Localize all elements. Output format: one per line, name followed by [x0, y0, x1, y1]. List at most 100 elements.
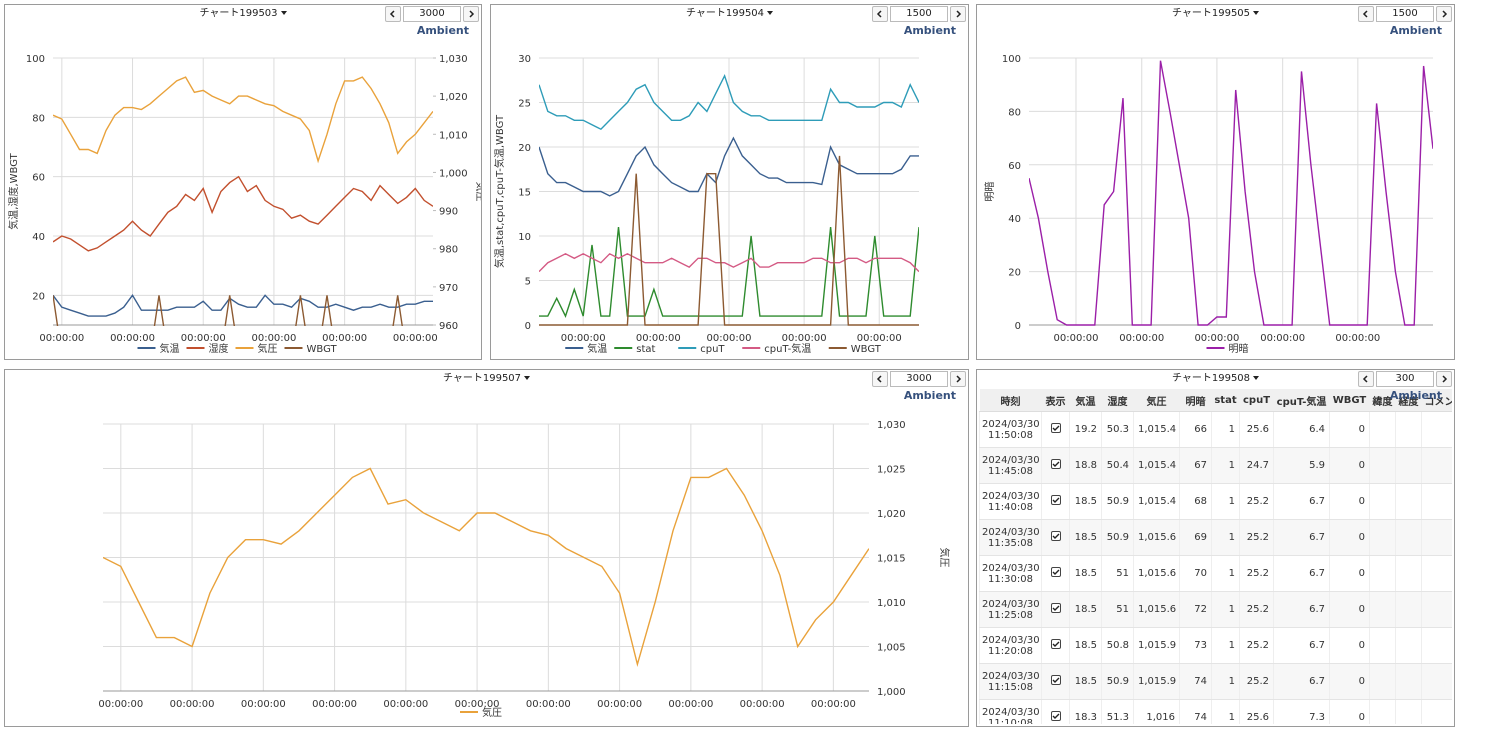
column-header[interactable]: コメント — [1421, 389, 1452, 412]
empty-cell — [1395, 483, 1422, 520]
next-button[interactable] — [1436, 371, 1452, 387]
empty-cell — [1395, 447, 1422, 484]
checkbox[interactable] — [1050, 495, 1061, 505]
column-header[interactable]: 時刻 — [979, 389, 1042, 412]
prev-button[interactable] — [385, 6, 401, 22]
column-header[interactable]: 明暗 — [1179, 389, 1212, 412]
next-button[interactable] — [463, 6, 479, 22]
value-cell: 74 — [1179, 699, 1212, 724]
chevron-icon — [876, 10, 882, 18]
chart-selector[interactable]: チャート199505 — [1171, 8, 1251, 19]
checkbox-box — [1050, 711, 1061, 721]
column-header[interactable]: cpuT-気温 — [1273, 389, 1330, 412]
prev-button[interactable] — [872, 371, 888, 387]
y-tick-label: 1,025 — [877, 465, 906, 476]
value-cell: 68 — [1179, 483, 1212, 520]
y-tick-label: 20 — [1008, 268, 1021, 279]
panel-title: Ambient — [903, 389, 956, 402]
empty-cell — [1395, 699, 1422, 724]
value-cell: 18.5 — [1069, 627, 1102, 664]
checkbox-tick — [1052, 713, 1059, 719]
checkbox[interactable] — [1050, 531, 1061, 541]
checkbox[interactable] — [1050, 603, 1061, 613]
checkbox-box — [1050, 603, 1061, 613]
table-row: 2024/03/30 11:35:08 18.5 50.9 1,015.6 69 1 25.… — [979, 519, 1452, 556]
chart-selector[interactable]: チャート199507 — [442, 373, 522, 384]
y-tick-label: 1,005 — [877, 643, 906, 654]
value-cell: 67 — [1179, 447, 1212, 484]
empty-cell — [1421, 555, 1452, 592]
column-header[interactable]: cpuT — [1239, 389, 1274, 412]
panel-header: チャート199508 — [977, 370, 1454, 388]
x-tick-label: 00:00:00 — [1119, 333, 1164, 344]
chart-selector[interactable]: チャート199508 — [1171, 373, 1251, 384]
value-cell: 1 — [1211, 519, 1240, 556]
time-cell: 2024/03/30 11:50:08 — [979, 411, 1042, 448]
column-header[interactable]: 湿度 — [1101, 389, 1134, 412]
column-header[interactable]: 表示 — [1041, 389, 1070, 412]
checkbox[interactable] — [1050, 423, 1061, 433]
range-input[interactable]: 1500 — [890, 6, 948, 22]
value-cell: 18.5 — [1069, 483, 1102, 520]
value-cell: 0 — [1329, 699, 1370, 724]
time-cell: 2024/03/30 11:45:08 — [979, 447, 1042, 484]
column-header[interactable]: 気圧 — [1133, 389, 1180, 412]
prev-button[interactable] — [872, 6, 888, 22]
column-header[interactable]: WBGT — [1329, 389, 1370, 412]
panel-header: チャート199504 — [491, 5, 968, 23]
empty-cell — [1395, 411, 1422, 448]
value-cell: 1,015.6 — [1133, 555, 1180, 592]
checkbox[interactable] — [1050, 459, 1061, 469]
checkbox[interactable] — [1050, 567, 1061, 577]
checkbox[interactable] — [1050, 711, 1061, 721]
range-input[interactable]: 3000 — [890, 371, 948, 387]
legend-label: 湿度 — [209, 342, 229, 355]
prev-button[interactable] — [1358, 6, 1374, 22]
time-cell: 2024/03/30 11:40:08 — [979, 483, 1042, 520]
range-input[interactable]: 3000 — [403, 6, 461, 22]
y2-axis-label: 気圧 — [474, 182, 481, 202]
table-row: 2024/03/30 11:40:08 18.5 50.9 1,015.4 68 1 25.… — [979, 483, 1452, 520]
checkbox[interactable] — [1050, 675, 1061, 685]
next-button[interactable] — [950, 371, 966, 387]
value-cell: 0 — [1329, 411, 1370, 448]
chart-selector[interactable]: チャート199503 — [199, 8, 278, 19]
checkbox-cell — [1041, 519, 1070, 556]
column-header[interactable]: 気温 — [1069, 389, 1102, 412]
chart-selector[interactable]: チャート199504 — [685, 8, 765, 19]
panel-header: チャート199507 — [5, 370, 968, 388]
checkbox[interactable] — [1050, 639, 1061, 649]
x-tick-label: 00:00:00 — [597, 699, 642, 710]
y-tick-label: 20 — [32, 291, 45, 302]
y2-tick-label: 1,030 — [439, 54, 468, 65]
range-input[interactable]: 1500 — [1376, 6, 1434, 22]
checkbox-cell — [1041, 447, 1070, 484]
prev-button[interactable] — [1358, 371, 1374, 387]
value-cell: 50.4 — [1101, 447, 1134, 484]
checkbox-cell — [1041, 591, 1070, 628]
value-cell: 18.8 — [1069, 447, 1102, 484]
y-tick-label: 10 — [518, 232, 531, 243]
column-header[interactable]: 緯度 — [1369, 389, 1396, 412]
value-cell: 18.3 — [1069, 699, 1102, 724]
empty-cell — [1421, 519, 1452, 556]
value-cell: 25.2 — [1239, 483, 1274, 520]
checkbox-tick — [1052, 605, 1059, 611]
chevron — [956, 10, 962, 18]
column-header[interactable]: stat — [1211, 389, 1240, 412]
next-button[interactable] — [1436, 6, 1452, 22]
y2-tick-label: 1,000 — [439, 168, 468, 179]
stepper: 3000 — [872, 371, 966, 387]
value-cell: 1 — [1211, 555, 1240, 592]
x-tick-label: 00:00:00 — [312, 699, 357, 710]
time-cell: 2024/03/30 11:30:08 — [979, 555, 1042, 592]
empty-cell — [1369, 699, 1396, 724]
next-button[interactable] — [950, 6, 966, 22]
x-tick-label: 00:00:00 — [857, 333, 902, 344]
range-input[interactable]: 300 — [1376, 371, 1434, 387]
empty-cell — [1395, 663, 1422, 700]
column-header[interactable]: 経度 — [1395, 389, 1422, 412]
chevron-icon — [1362, 10, 1368, 18]
series-line — [53, 175, 433, 252]
y2-tick-label: 990 — [439, 207, 458, 218]
